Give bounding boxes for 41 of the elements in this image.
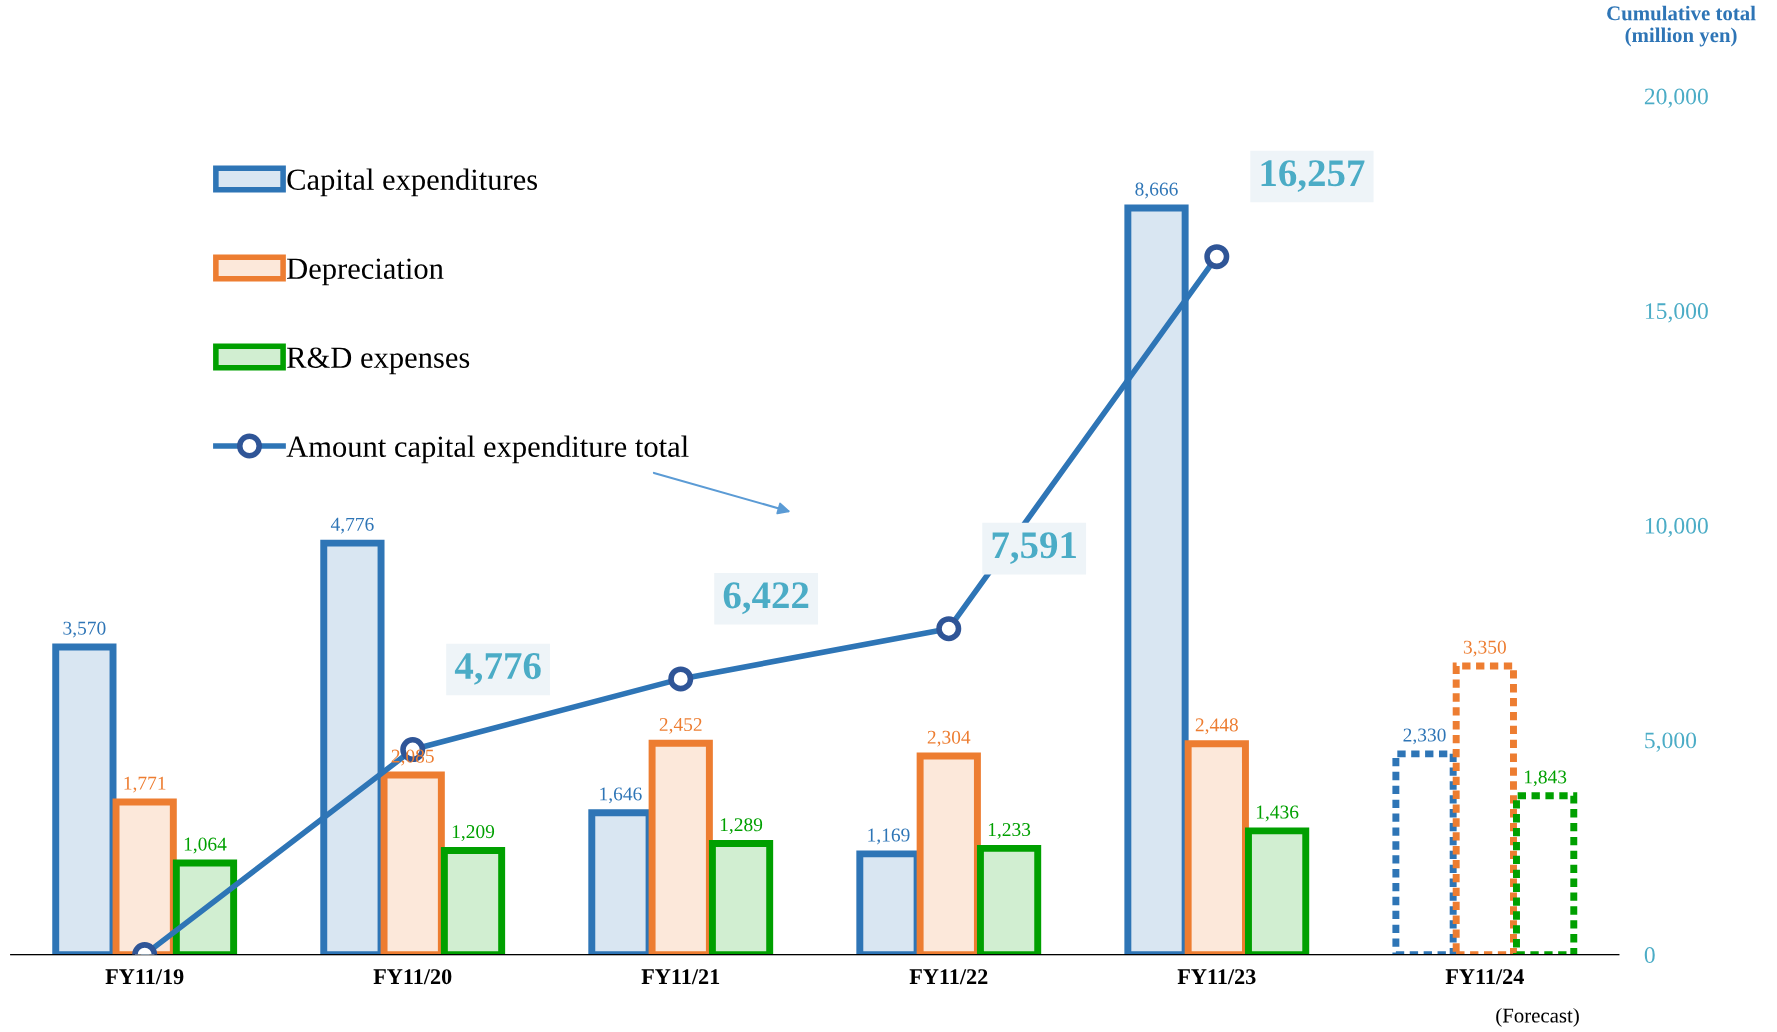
- data-label: 16,257: [1261, 160, 1365, 192]
- y2-tick-label: 0: [1644, 947, 1655, 964]
- data-label: 1,064: [184, 837, 227, 854]
- data-label: 1,771: [124, 776, 166, 793]
- data-label: 3,570: [63, 621, 106, 638]
- data-label: 1,233: [988, 823, 1031, 839]
- data-label: 2,330: [1403, 728, 1446, 745]
- legend-label: R&D expenses: [287, 347, 470, 375]
- x-tick-label: FY11/24: [1445, 969, 1524, 985]
- x-tick-label: FY11/23: [1177, 969, 1256, 985]
- data-label: 4,776: [454, 653, 541, 685]
- data-label: 6,422: [723, 582, 809, 615]
- data-label: 1,843: [1524, 770, 1567, 787]
- y2-tick-label: 20,000: [1644, 88, 1708, 108]
- point: [936, 616, 962, 642]
- x-tick-label: FY11/20: [373, 969, 452, 985]
- data-label: 1,169: [868, 828, 910, 845]
- point: [1204, 244, 1230, 270]
- point: [668, 666, 694, 692]
- data-label: 1,436: [1256, 805, 1299, 822]
- y2-tick-label: 5,000: [1645, 732, 1697, 752]
- data-label: 1,289: [720, 818, 763, 835]
- x-tick-label: FY11/22: [909, 969, 988, 985]
- x-tick-label: FY11/19: [105, 969, 184, 985]
- x-tick-label: FY11/21: [641, 969, 720, 985]
- legend-label: Depreciation: [287, 258, 444, 286]
- legend-label: Capital expenditures: [287, 168, 538, 197]
- y2-axis-title: Cumulative total (million yen): [1607, 5, 1756, 47]
- text: (Forecast): [1496, 1007, 1579, 1027]
- data-label: 2,304: [927, 730, 971, 747]
- legend-label: Amount capital expenditure total: [286, 435, 689, 464]
- y2-tick-label: 15,000: [1645, 303, 1708, 323]
- data-label: 1,646: [600, 787, 642, 804]
- data-label: 4,776: [330, 517, 374, 534]
- data-label: 3,350: [1463, 640, 1506, 657]
- data-label: 8,666: [1135, 182, 1178, 199]
- data-label: 2,448: [1195, 718, 1238, 735]
- y2-tick-label: 10,000: [1645, 517, 1708, 538]
- data-label: 2,452: [659, 717, 702, 734]
- data-label: 1,209: [452, 825, 495, 841]
- data-label: 7,591: [992, 532, 1076, 564]
